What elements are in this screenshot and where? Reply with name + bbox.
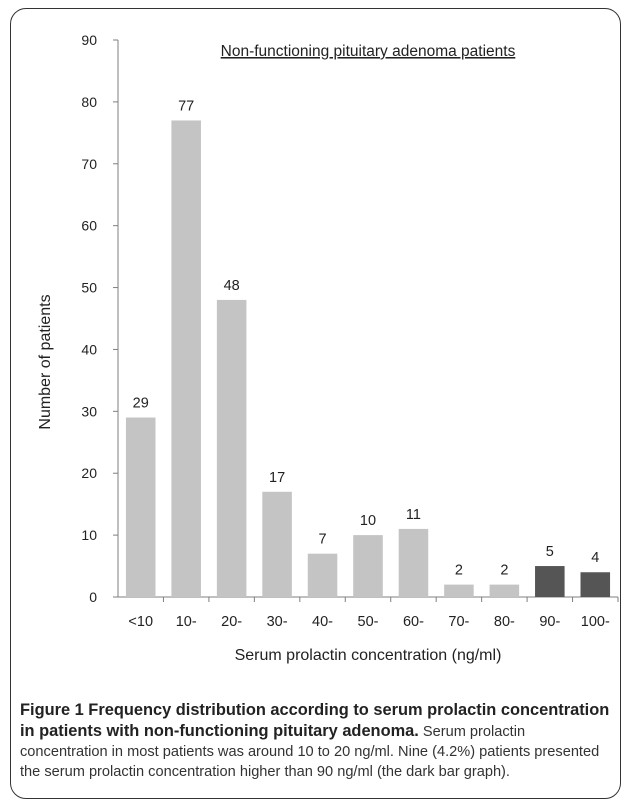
bar [535, 566, 565, 597]
figure-frame [10, 8, 621, 799]
data-label: 2 [455, 563, 463, 579]
data-label: 7 [319, 532, 327, 548]
data-label: 29 [133, 396, 149, 412]
bar [171, 120, 201, 597]
y-tick-label: 50 [81, 280, 97, 296]
x-tick-label: 40- [312, 614, 333, 630]
x-tick-label: 10- [176, 614, 197, 630]
x-tick-label: 60- [403, 614, 424, 630]
x-tick-label: 100- [581, 614, 610, 630]
y-tick-label: 20 [81, 465, 97, 481]
data-label: 48 [224, 278, 240, 294]
data-label: 17 [269, 470, 285, 486]
bar [216, 299, 247, 597]
y-tick-label: 70 [81, 156, 97, 172]
x-tick-label: 80- [494, 614, 515, 630]
y-tick-label: 40 [81, 341, 97, 357]
y-tick-label: 0 [89, 589, 97, 605]
x-tick-label: 20- [221, 614, 242, 630]
y-tick-label: 90 [81, 32, 97, 48]
x-tick-label: 50- [358, 614, 379, 630]
bar [444, 584, 474, 597]
data-label: 77 [178, 98, 194, 114]
bar [398, 528, 429, 597]
y-tick-label: 30 [81, 403, 97, 419]
x-tick-label: <10 [128, 614, 153, 630]
y-tick-label: 60 [81, 218, 97, 234]
x-tick-label: 70- [448, 614, 469, 630]
data-label: 10 [360, 513, 376, 529]
y-tick-label: 10 [81, 527, 97, 543]
data-label: 4 [591, 550, 599, 566]
bar [307, 553, 338, 597]
data-label: 2 [500, 563, 508, 579]
y-tick-label: 80 [81, 94, 97, 110]
caption-title: Figure 1 Frequency distribution accordin… [20, 701, 610, 740]
bar-chart: Non-functioning pituitary adenoma patien… [37, 32, 619, 664]
x-axis-label: Serum prolactin concentration (ng/ml) [235, 647, 502, 664]
bar [580, 572, 611, 597]
data-label: 11 [406, 507, 421, 523]
bar [489, 584, 520, 597]
data-label: 5 [546, 544, 554, 560]
y-axis-label: Number of patients [37, 294, 54, 429]
bar [262, 491, 292, 597]
caption-body: Serum prolactin concentration in most pa… [20, 724, 600, 780]
chart-title: Non-functioning pituitary adenoma patien… [221, 43, 516, 60]
x-tick-label: 90- [539, 614, 560, 630]
x-tick-label: 30- [267, 614, 288, 630]
bar [125, 417, 156, 597]
bar [353, 535, 383, 597]
figure-caption: Figure 1 Frequency distribution accordin… [20, 700, 610, 782]
